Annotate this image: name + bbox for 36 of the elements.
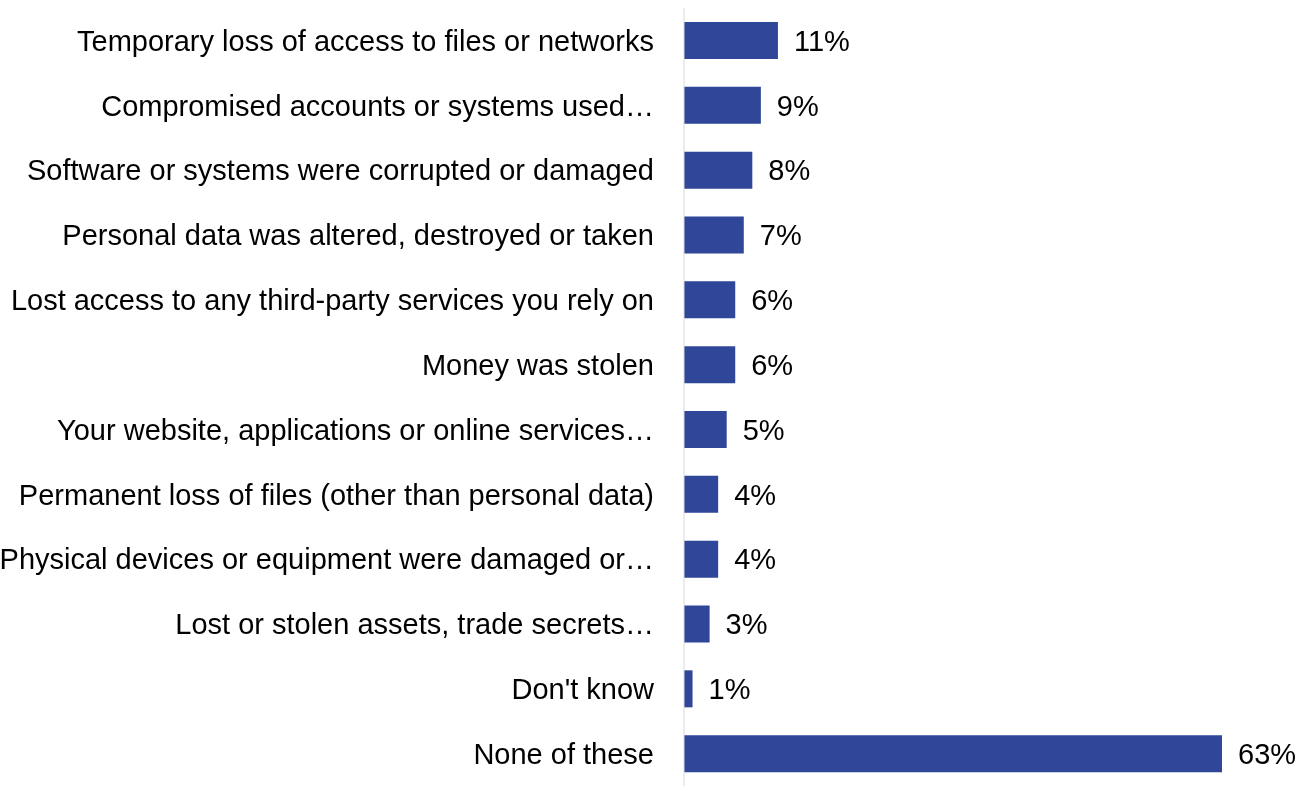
- y-tick-label: None of these: [473, 737, 654, 770]
- bar: [684, 605, 710, 643]
- bar: [684, 22, 778, 59]
- y-tick-label: Temporary loss of access to files or networks: [77, 24, 654, 57]
- y-tick-label: Your website, applications or online services…: [57, 413, 654, 446]
- bar: [684, 346, 736, 384]
- data-label: 6%: [751, 284, 794, 317]
- y-tick-label: Money was stolen: [421, 348, 654, 381]
- data-label: 3%: [725, 608, 768, 641]
- y-tick-label: Personal data was altered, destroyed or taken: [62, 219, 654, 252]
- bar: [684, 475, 719, 513]
- data-label: 8%: [768, 154, 811, 187]
- data-label: 4%: [734, 543, 777, 576]
- data-label: 1%: [708, 673, 751, 706]
- y-tick-label: Physical devices or equipment were damaged or…: [0, 543, 654, 576]
- data-label: 5%: [742, 413, 785, 446]
- bar: [684, 281, 736, 319]
- bar: [684, 670, 693, 708]
- data-label: 6%: [751, 348, 794, 381]
- bar: [684, 540, 719, 578]
- y-tick-label: Lost access to any third-party services you rely on: [10, 284, 654, 317]
- y-tick-label: Software or systems were corrupted or damaged: [27, 154, 654, 187]
- data-label: 7%: [759, 219, 802, 252]
- data-label: 9%: [776, 89, 819, 122]
- bar: [684, 151, 753, 189]
- bar: [684, 216, 744, 254]
- y-tick-label: Don't know: [511, 673, 656, 706]
- y-tick-label: Permanent loss of files (other than personal data): [18, 478, 654, 511]
- data-label: 4%: [734, 478, 777, 511]
- data-label: 63%: [1238, 737, 1297, 770]
- y-tick-label: Compromised accounts or systems used…: [101, 89, 654, 122]
- bar: [684, 411, 727, 448]
- y-tick-label: Lost or stolen assets, trade secrets…: [175, 608, 654, 641]
- bar: [684, 86, 761, 124]
- bar: [684, 735, 1222, 773]
- data-label: 11%: [793, 24, 850, 57]
